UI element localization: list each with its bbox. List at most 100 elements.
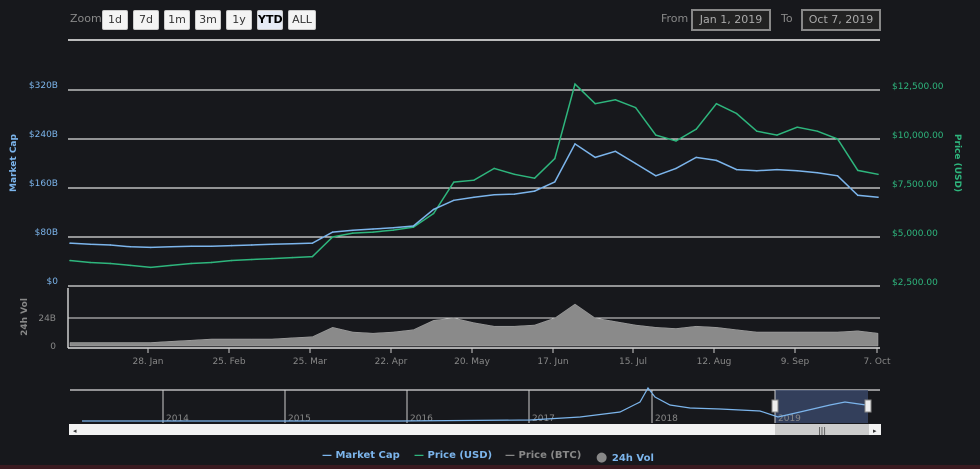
right-axis-tick: $12,500.00 [892, 82, 944, 92]
navigator-year-label: 2015 [288, 414, 311, 424]
market-cap-line-point [291, 242, 294, 245]
price-usd-line-point [251, 258, 253, 261]
scrollbar-thumb[interactable] [775, 424, 869, 435]
navigator-year-label: 2018 [655, 414, 678, 424]
market-cap-line-point [311, 242, 314, 244]
from-date-input[interactable]: Jan 1, 2019 [691, 9, 771, 31]
right-axis-tick: $5,000.00 [892, 229, 938, 239]
market-cap-line-point [352, 229, 354, 232]
navigator-series [82, 386, 867, 422]
from-label: From [661, 12, 689, 25]
price-usd-line-point [493, 167, 496, 170]
market-cap-line-point [776, 168, 778, 171]
navigator-year-label: 2019 [778, 414, 801, 424]
price-usd-line-point [190, 262, 192, 265]
x-axis-tick: 20. May [454, 357, 490, 367]
right-axis-tick: $2,500.00 [892, 278, 938, 288]
to-label: To [781, 12, 793, 25]
price-usd-line-point [796, 126, 798, 129]
zoom-all-button[interactable]: ALL [288, 10, 316, 30]
volume-axis-tick: 0 [50, 342, 56, 352]
price-usd-line-point [129, 264, 132, 267]
price-usd-line-point [776, 134, 778, 136]
price-usd-line-point [594, 102, 596, 105]
price-usd-line-point [554, 157, 556, 160]
price-usd-line-point [756, 130, 758, 132]
price-usd-line-point [533, 177, 536, 179]
zoom-ytd-button[interactable]: YTD [257, 10, 283, 30]
navigator-handle-left[interactable] [771, 399, 779, 413]
zoom-1y-button[interactable]: 1y [226, 10, 252, 30]
market-cap-line-point [836, 174, 839, 177]
market-cap-line-point [533, 190, 536, 192]
zoom-3m-button[interactable]: 3m [195, 10, 221, 30]
scroll-left-arrow-icon[interactable]: ◂ [73, 427, 77, 435]
price-usd-line-point [210, 261, 213, 264]
market-cap-line-point [170, 246, 172, 248]
legend-24h-vol[interactable]: ● 24h Vol [596, 450, 654, 465]
market-cap-line-point [594, 156, 596, 159]
price-usd-line-point [271, 257, 273, 260]
price-usd-line-point [735, 112, 738, 115]
zoom-label: Zoom [70, 12, 102, 25]
market-cap-line-point [109, 244, 112, 246]
market-cap-line-point [634, 162, 637, 165]
legend-market-cap[interactable]: — Market Cap [322, 450, 400, 461]
price-usd-line-point [311, 255, 314, 258]
left-axis-tick: $0 [47, 277, 59, 287]
navigator-handle-right[interactable] [864, 399, 872, 413]
x-axis-tick: 9. Sep [781, 357, 810, 367]
price-usd-line-point [69, 259, 71, 262]
price-usd-line-point [453, 181, 455, 183]
market-cap-line-point [190, 245, 192, 247]
x-axis-tick: 25. Mar [293, 357, 327, 367]
market-cap-line-point [69, 242, 71, 244]
market-cap-line-point [796, 170, 798, 172]
navigator-year-label: 2016 [410, 414, 433, 424]
x-axis-tick: 7. Oct [863, 357, 890, 367]
price-usd-line-point [392, 229, 395, 231]
market-cap-line-point [574, 143, 576, 145]
price-usd-line-point [857, 169, 859, 172]
zoom-7d-button[interactable]: 7d [133, 10, 159, 30]
volume-axis-tick: 24B [38, 314, 56, 324]
x-axis-tick: 28. Jan [132, 357, 163, 367]
price-usd-line-point [655, 134, 657, 136]
market-cap-line-point [513, 193, 516, 195]
volume-area [69, 303, 879, 347]
market-cap-line-point [453, 199, 455, 202]
right-axis-tick: $10,000.00 [892, 131, 944, 141]
legend-price-usd[interactable]: — Price (USD) [414, 450, 493, 461]
price-usd-line-point [291, 256, 294, 259]
price-usd-line-point [170, 264, 172, 267]
market-cap-line-point [715, 159, 718, 162]
market-cap-line-point [271, 243, 273, 246]
market-cap-line-point [857, 194, 859, 197]
market-cap-line-point [756, 170, 758, 172]
market-cap-line [69, 142, 879, 249]
x-axis-tick: 15. Jul [619, 357, 647, 367]
legend-price-btc[interactable]: — Price (BTC) [505, 450, 582, 461]
to-date-input[interactable]: Oct 7, 2019 [801, 9, 881, 31]
price-usd-line-point [412, 226, 415, 228]
market-cap-line-point [210, 245, 213, 247]
zoom-1d-button[interactable]: 1d [102, 10, 128, 30]
market-cap-line-point [129, 246, 132, 248]
market-cap-line-point [150, 246, 152, 249]
price-usd-line-point [614, 99, 617, 101]
legend-label: 24h Vol [611, 453, 654, 464]
price-usd-line-point [352, 232, 354, 234]
left-axis-title: Market Cap [9, 134, 19, 192]
left-axis-tick: $80B [35, 228, 58, 238]
left-axis-tick: $160B [29, 179, 58, 189]
market-cap-line-point [331, 231, 334, 233]
scrollbar-track[interactable] [69, 424, 881, 435]
bottom-border [0, 465, 980, 469]
market-cap-line-point [695, 156, 697, 159]
legend-label: Price (USD) [427, 450, 493, 461]
zoom-1m-button[interactable]: 1m [164, 10, 190, 30]
scroll-right-arrow-icon[interactable]: ▸ [873, 427, 877, 435]
x-axis-tick: 12. Aug [697, 357, 732, 367]
price-usd-line-point [432, 212, 435, 215]
